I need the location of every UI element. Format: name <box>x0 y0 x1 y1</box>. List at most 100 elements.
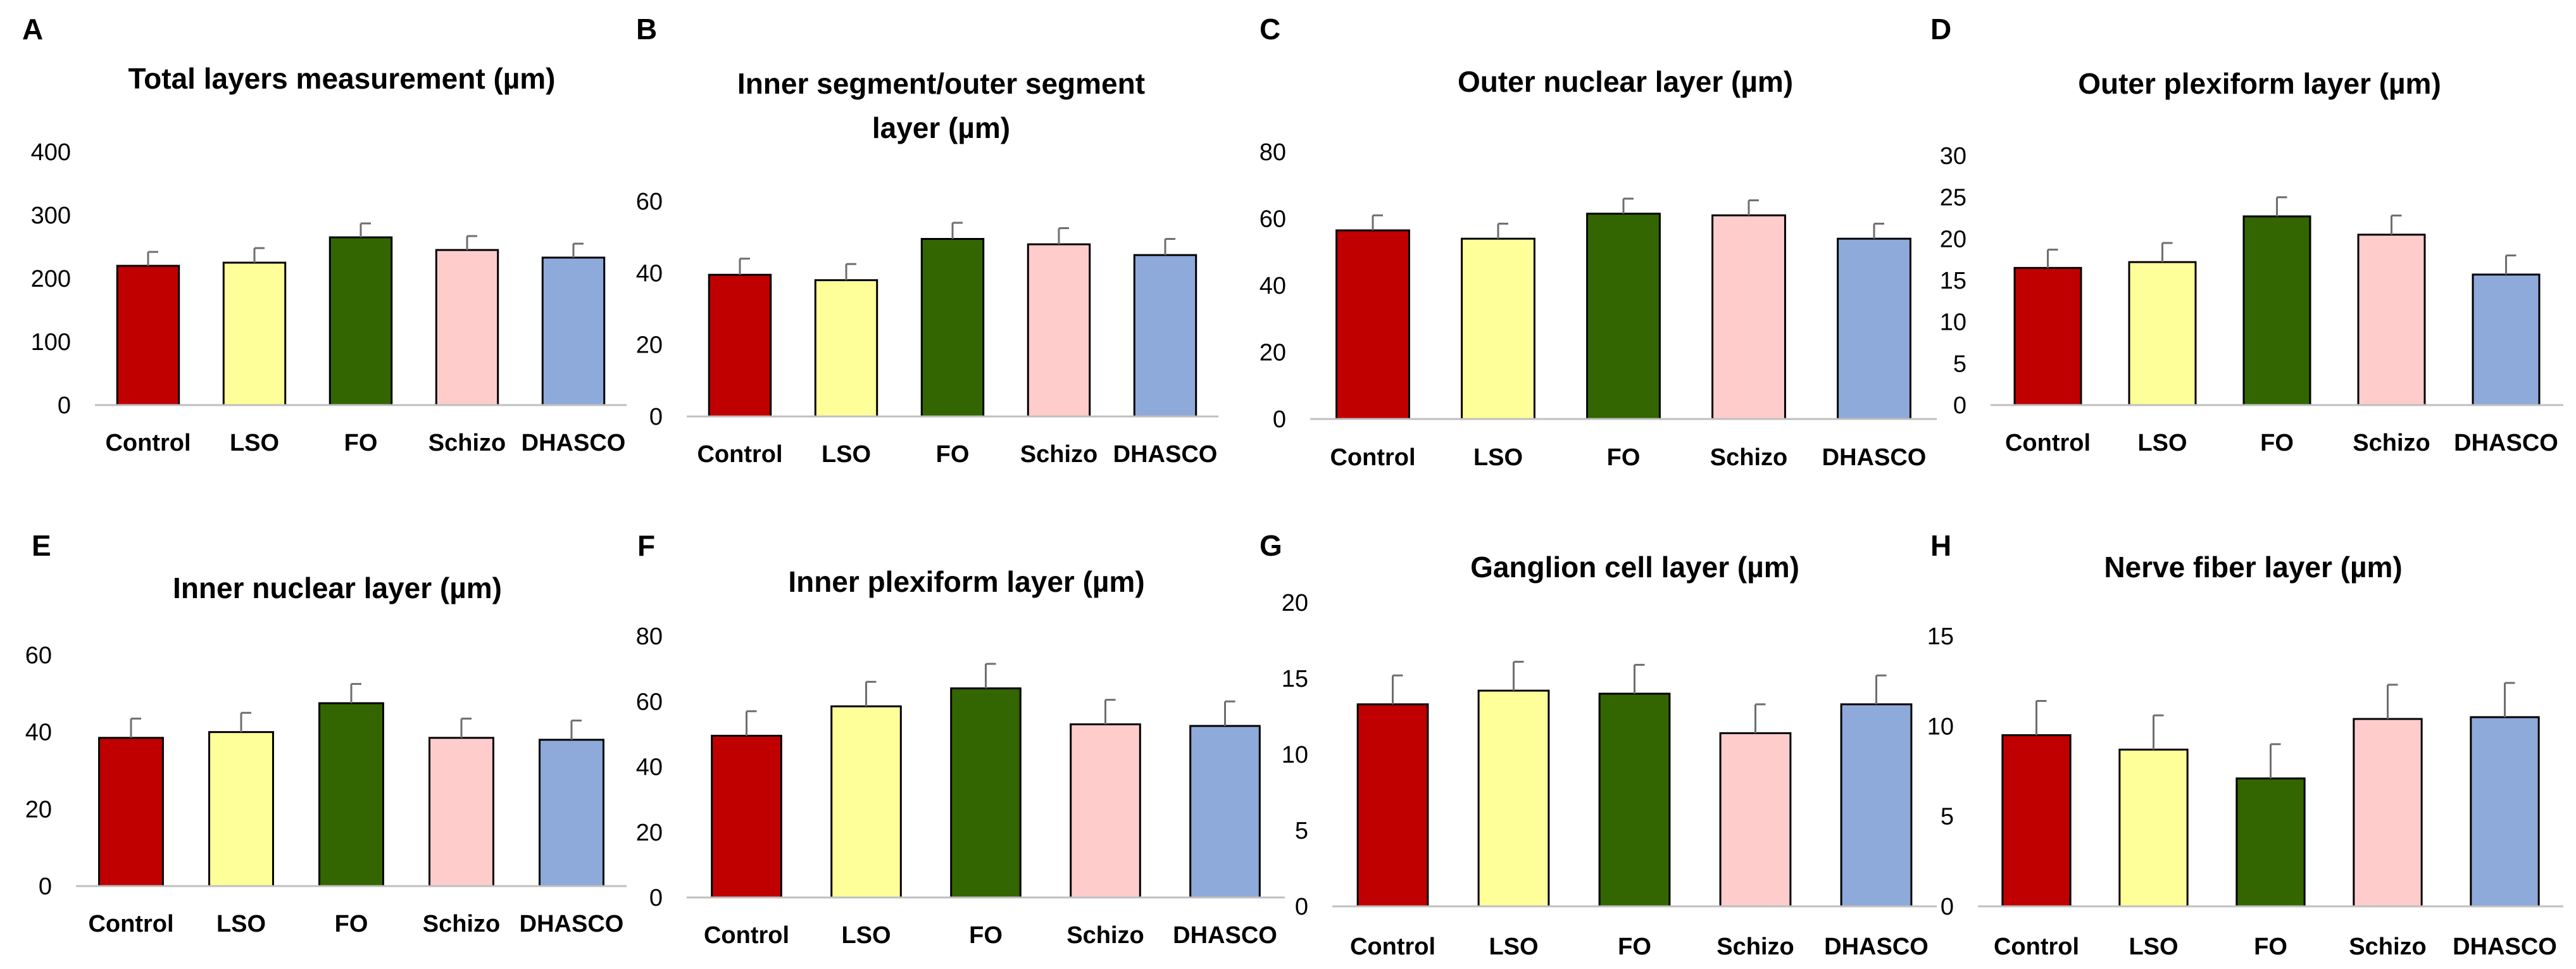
bar-control <box>2001 734 2072 908</box>
bar-dhasco <box>2470 716 2540 908</box>
y-tick-label: 20 <box>636 820 663 846</box>
y-tick-label: 100 <box>31 329 71 356</box>
y-tick-label: 0 <box>1953 392 1966 419</box>
bar-lso <box>2118 748 2189 908</box>
x-tick-label: Control <box>105 430 191 456</box>
x-tick-label: LSO <box>1489 934 1538 960</box>
y-tick-label: 30 <box>1940 143 1966 170</box>
panel-letter: C <box>1260 13 1280 46</box>
x-tick-label: Control <box>704 922 789 949</box>
x-tick-label: Control <box>697 441 782 468</box>
x-tick-label: Schizo <box>423 911 500 937</box>
x-tick-label: FO <box>2254 934 2287 960</box>
x-tick-label: DHASCO <box>1822 444 1927 471</box>
y-tick-label: 40 <box>25 720 52 746</box>
x-tick-label: Control <box>1350 934 1435 960</box>
y-tick-label: 25 <box>1940 185 1966 211</box>
bar-schizo <box>1070 723 1141 899</box>
y-tick-label: 15 <box>1927 623 1954 650</box>
y-tick-label: 400 <box>31 139 71 166</box>
chart-panel-e: E Inner nuclear layer (µm) 0 20 40 60 Control L… <box>25 529 627 937</box>
panel-letter: A <box>22 13 43 46</box>
x-tick-label: LSO <box>230 430 279 456</box>
y-tick-label: 0 <box>58 392 71 419</box>
bar-control <box>711 734 782 899</box>
y-tick-label: 80 <box>1260 139 1286 166</box>
x-tick-label: DHASCO <box>2453 934 2557 960</box>
x-tick-label: DHASCO <box>522 430 626 456</box>
bar-schizo <box>2357 234 2426 406</box>
y-tick-label: 40 <box>1260 273 1286 299</box>
bar-lso <box>830 705 902 899</box>
y-tick-label: 60 <box>1260 206 1286 233</box>
bar-control <box>98 737 164 887</box>
y-tick-label: 60 <box>636 689 663 715</box>
y-tick-label: 10 <box>1940 309 1966 336</box>
chart-panel-a: A Total layers measurement (µm) 0 100 200 300… <box>22 13 627 456</box>
y-tick-label: 300 <box>31 203 71 229</box>
chart-title: Inner segment/outer segment <box>737 67 1145 100</box>
bar-fo <box>2235 777 2306 908</box>
bar-lso <box>814 279 878 418</box>
panel-letter: F <box>637 529 655 562</box>
y-tick-label: 20 <box>1940 226 1966 253</box>
y-tick-label: 15 <box>1282 666 1308 692</box>
y-tick-label: 60 <box>636 189 663 215</box>
y-tick-label: 5 <box>1295 818 1308 844</box>
bar-fo <box>318 702 384 887</box>
chart-panel-b: B Inner segment/outer segment layer (µm) 0 2… <box>636 13 1218 468</box>
y-tick-label: 0 <box>1941 894 1954 920</box>
chart-title: Outer plexiform layer (µm) <box>2078 67 2441 100</box>
x-tick-label: LSO <box>1473 444 1523 471</box>
x-tick-label: FO <box>344 430 378 456</box>
y-tick-label: 10 <box>1282 742 1308 768</box>
bar-dhasco <box>1133 254 1197 418</box>
chart-title: Nerve fiber layer (µm) <box>2104 551 2402 584</box>
chart-title: Inner nuclear layer (µm) <box>173 572 502 604</box>
y-tick-label: 20 <box>636 332 663 359</box>
y-tick-label: 0 <box>1273 406 1286 433</box>
bar-fo <box>2242 215 2311 406</box>
x-tick-label: FO <box>936 441 970 468</box>
bar-control <box>1356 703 1429 908</box>
bar-dhasco <box>2472 273 2541 406</box>
x-tick-label: LSO <box>2129 934 2178 960</box>
chart-title: layer (µm) <box>872 111 1010 144</box>
bar-control <box>116 265 180 406</box>
x-tick-label: LSO <box>822 441 871 468</box>
bar-lso <box>1477 689 1550 908</box>
x-tick-label: LSO <box>2137 430 2187 456</box>
chart-panel-g: G Ganglion cell layer (µm) 0 5 10 15 20 Control… <box>1260 529 1937 960</box>
panel-letter: B <box>636 13 657 46</box>
bar-schizo <box>428 737 494 887</box>
panel-letter: H <box>1930 529 1951 562</box>
bar-schizo <box>1027 243 1091 418</box>
bar-dhasco <box>539 739 604 887</box>
y-tick-label: 15 <box>1940 268 1966 294</box>
x-tick-label: FO <box>335 911 368 937</box>
y-tick-label: 40 <box>636 260 663 287</box>
x-tick-label: FO <box>2260 430 2294 456</box>
chart-panel-c: C Outer nuclear layer (µm) 0 20 40 60 80 Contro… <box>1260 13 1937 471</box>
bar-schizo <box>1711 214 1786 420</box>
panel-letter: G <box>1260 529 1282 562</box>
bar-fo <box>920 238 985 418</box>
bar-schizo <box>1719 732 1792 908</box>
bar-schizo <box>2353 718 2423 908</box>
bar-fo <box>950 687 1022 899</box>
x-tick-label: Control <box>1330 444 1415 471</box>
y-tick-label: 60 <box>25 642 52 669</box>
x-tick-label: Control <box>2005 430 2091 456</box>
chart-title: Outer nuclear layer (µm) <box>1458 65 1793 98</box>
y-tick-label: 20 <box>25 796 52 823</box>
bar-schizo <box>435 249 499 406</box>
x-tick-label: FO <box>1607 444 1641 471</box>
y-tick-label: 20 <box>1282 590 1308 616</box>
bar-lso <box>222 261 287 406</box>
x-tick-label: FO <box>1618 934 1651 960</box>
x-tick-label: DHASCO <box>520 911 624 937</box>
chart-title: Inner plexiform layer (µm) <box>788 565 1144 598</box>
bar-dhasco <box>1837 237 1911 420</box>
x-tick-label: Control <box>88 911 173 937</box>
